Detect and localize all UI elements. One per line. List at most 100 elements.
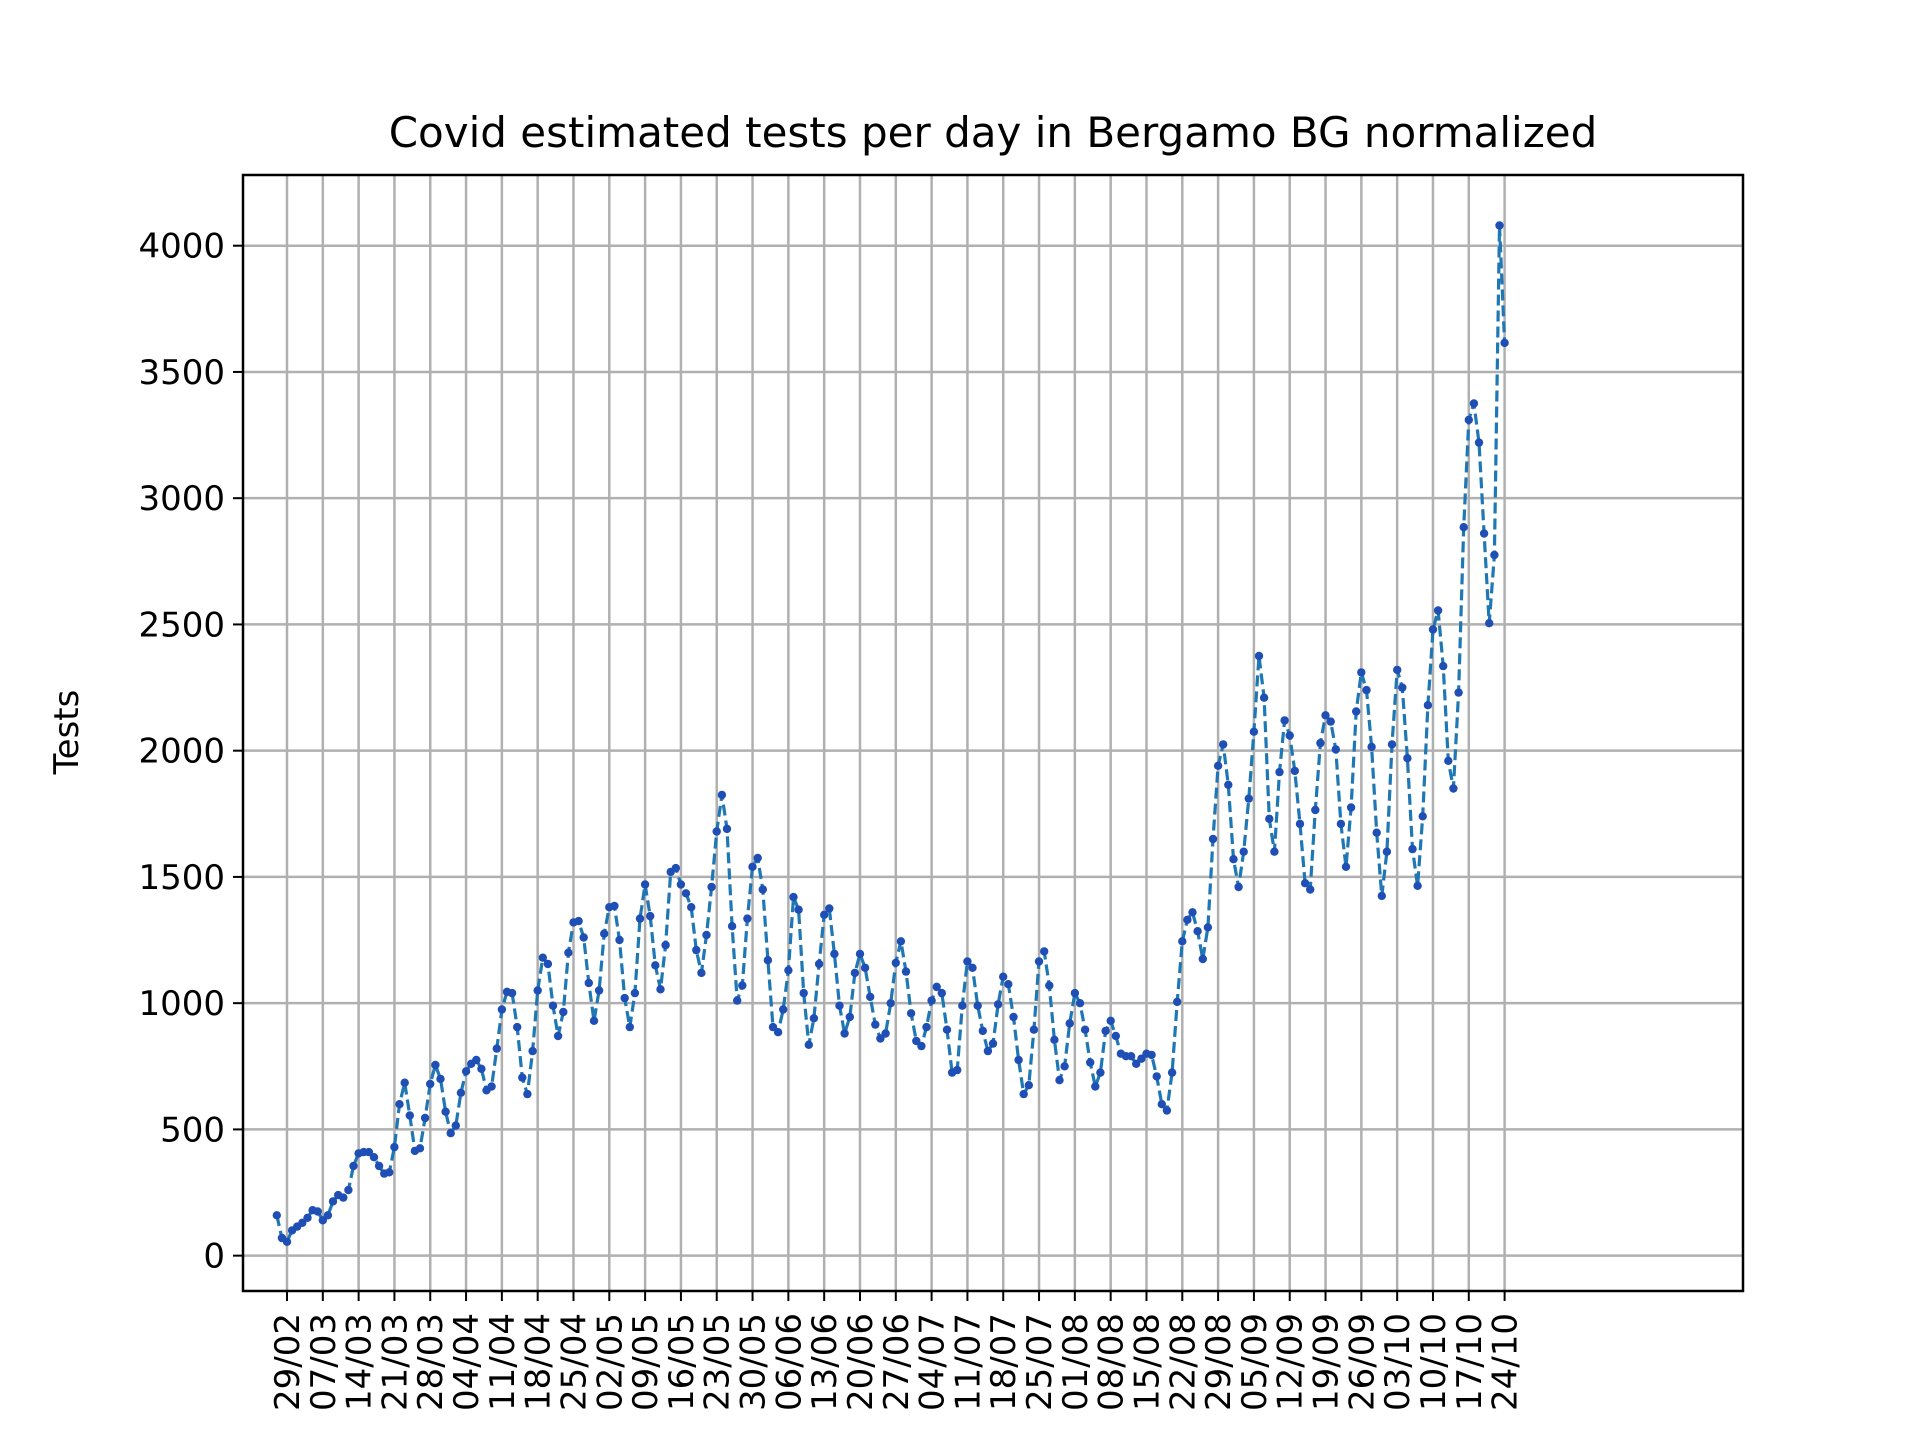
data-point — [1321, 711, 1330, 720]
grid-lines — [243, 175, 1743, 1291]
data-point — [344, 1185, 353, 1195]
data-point — [1352, 707, 1361, 716]
data-point — [1270, 847, 1279, 856]
data-point — [671, 863, 680, 873]
data-point — [932, 982, 941, 991]
x-tick-label: 29/02 — [268, 1313, 308, 1411]
data-point — [707, 882, 716, 892]
data-point — [912, 1036, 921, 1046]
data-point — [1408, 844, 1417, 854]
data-point — [845, 1012, 854, 1022]
data-point — [1004, 980, 1013, 989]
data-point — [630, 988, 640, 998]
data-point — [497, 1005, 507, 1014]
data-point — [426, 1079, 435, 1089]
x-tick-label: 25/07 — [1020, 1313, 1060, 1411]
data-point — [1101, 1026, 1110, 1036]
x-tick-label: 24/10 — [1486, 1313, 1526, 1411]
data-point — [1362, 685, 1371, 695]
data-point — [328, 1197, 338, 1206]
data-point — [1009, 1012, 1018, 1022]
data-point — [533, 986, 542, 995]
data-point — [1111, 1031, 1121, 1041]
x-tick-label: 10/10 — [1414, 1313, 1454, 1411]
data-point — [1183, 915, 1192, 924]
data-point — [456, 1088, 466, 1098]
data-point — [553, 1031, 563, 1041]
data-point — [1106, 1016, 1115, 1025]
data-point — [518, 1073, 527, 1082]
data-point — [1382, 847, 1392, 856]
data-point — [564, 948, 573, 957]
data-point — [799, 988, 808, 998]
data-point — [1377, 891, 1387, 901]
data-point — [1096, 1068, 1105, 1077]
data-point — [589, 1016, 599, 1025]
data-point — [385, 1168, 394, 1177]
data-point — [1285, 731, 1294, 740]
data-point — [850, 968, 860, 978]
data-point — [881, 1029, 890, 1038]
x-tick-label: 12/09 — [1271, 1313, 1311, 1411]
x-tick-label: 30/05 — [734, 1313, 774, 1411]
x-tick-label: 09/05 — [626, 1313, 666, 1411]
y-axis: 0 500 1000 1500 2000 2500 3000 3500 4000 — [138, 227, 243, 1277]
data-point — [1208, 834, 1218, 844]
data-point — [1060, 1062, 1069, 1071]
data-point — [1449, 784, 1458, 793]
data-point — [1485, 619, 1494, 628]
data-point — [1439, 661, 1448, 671]
y-tick-label: 0 — [203, 1237, 225, 1277]
data-point — [789, 892, 798, 902]
x-tick-label: 11/04 — [483, 1313, 523, 1411]
data-point — [825, 904, 834, 913]
data-point — [1239, 847, 1248, 856]
x-tick-label: 17/10 — [1450, 1313, 1490, 1411]
data-point — [958, 1001, 967, 1010]
data-point — [415, 1144, 425, 1153]
data-point — [651, 961, 660, 970]
data-point — [1454, 688, 1463, 697]
data-point — [1372, 828, 1381, 837]
data-point — [1249, 727, 1259, 736]
y-tick-label: 3500 — [138, 353, 225, 393]
data-point — [804, 1040, 813, 1050]
data-point — [1029, 1025, 1039, 1034]
x-tick-label: 20/06 — [841, 1313, 881, 1411]
data-point — [523, 1089, 532, 1099]
data-point — [1034, 957, 1044, 966]
data-point — [784, 966, 793, 975]
data-point — [978, 1026, 987, 1036]
data-point — [779, 1005, 788, 1014]
x-tick-label: 05/09 — [1235, 1313, 1275, 1411]
x-tick-label: 28/03 — [411, 1313, 451, 1411]
data-point — [1188, 908, 1197, 917]
data-point — [364, 1147, 374, 1157]
x-tick-label: 27/06 — [877, 1313, 917, 1411]
x-tick-label: 02/05 — [590, 1313, 630, 1411]
data-point — [1014, 1055, 1023, 1065]
data-point — [733, 996, 742, 1005]
data-point — [748, 862, 757, 871]
data-point — [794, 905, 803, 914]
data-point — [681, 889, 691, 898]
data-point — [1091, 1082, 1100, 1091]
plot-frame — [241, 173, 1745, 1293]
data-point — [727, 922, 737, 931]
data-point — [374, 1161, 384, 1171]
data-point — [1433, 606, 1443, 615]
data-point — [1275, 767, 1284, 777]
data-point — [1193, 927, 1202, 936]
x-tick-label: 13/06 — [805, 1313, 845, 1411]
data-point — [1326, 717, 1335, 726]
y-axis-label: Tests — [47, 690, 87, 776]
data-point — [323, 1211, 333, 1220]
data-points — [272, 221, 1509, 1247]
x-tick-label: 06/06 — [769, 1313, 809, 1411]
data-point — [753, 853, 762, 863]
data-point — [891, 958, 900, 967]
data-point — [901, 967, 911, 976]
data-point — [574, 916, 583, 926]
data-point — [1490, 550, 1499, 560]
